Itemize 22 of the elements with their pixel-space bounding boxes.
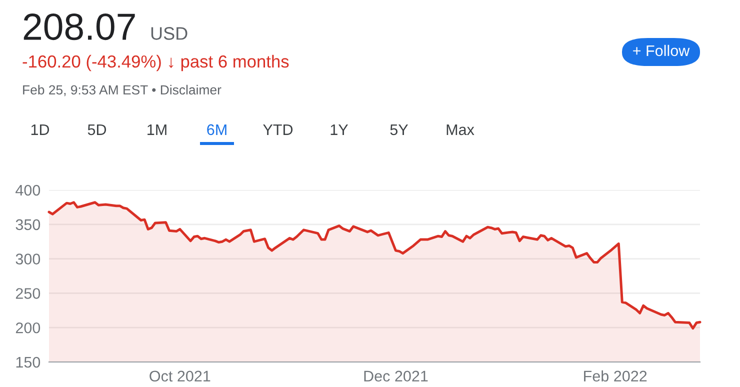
text: 1Y: [330, 124, 348, 135]
y-tick-label: 150: [16, 356, 40, 368]
text: YTD: [263, 124, 293, 135]
text: Feb 25, 9:53 AM EST • Disclaimer: [23, 84, 222, 96]
text: Max: [446, 124, 474, 136]
y-tick-label: 300: [16, 254, 40, 264]
x-tick-label: Feb 2022: [584, 370, 647, 382]
text: 1D: [31, 124, 50, 135]
text: 5D: [88, 124, 106, 136]
text: USD: [151, 27, 188, 40]
y-tick-label: 350: [16, 219, 40, 230]
y-tick-label: 250: [16, 288, 40, 299]
text: 1M: [148, 124, 166, 135]
y-tick-label: 400: [16, 184, 40, 196]
x-tick-label: Dec 2021: [364, 370, 428, 382]
text: 5Y: [390, 124, 408, 136]
x-tick-label: Oct 2021: [150, 370, 210, 382]
text: + Follow: [633, 44, 690, 56]
chart-subtitle: -160.20 (-43.49%) ↓ past 6 months: [22, 54, 289, 72]
chart-title: 208.07: [24, 14, 135, 40]
text: 6M: [207, 124, 226, 136]
y-tick-label: 200: [16, 322, 40, 334]
